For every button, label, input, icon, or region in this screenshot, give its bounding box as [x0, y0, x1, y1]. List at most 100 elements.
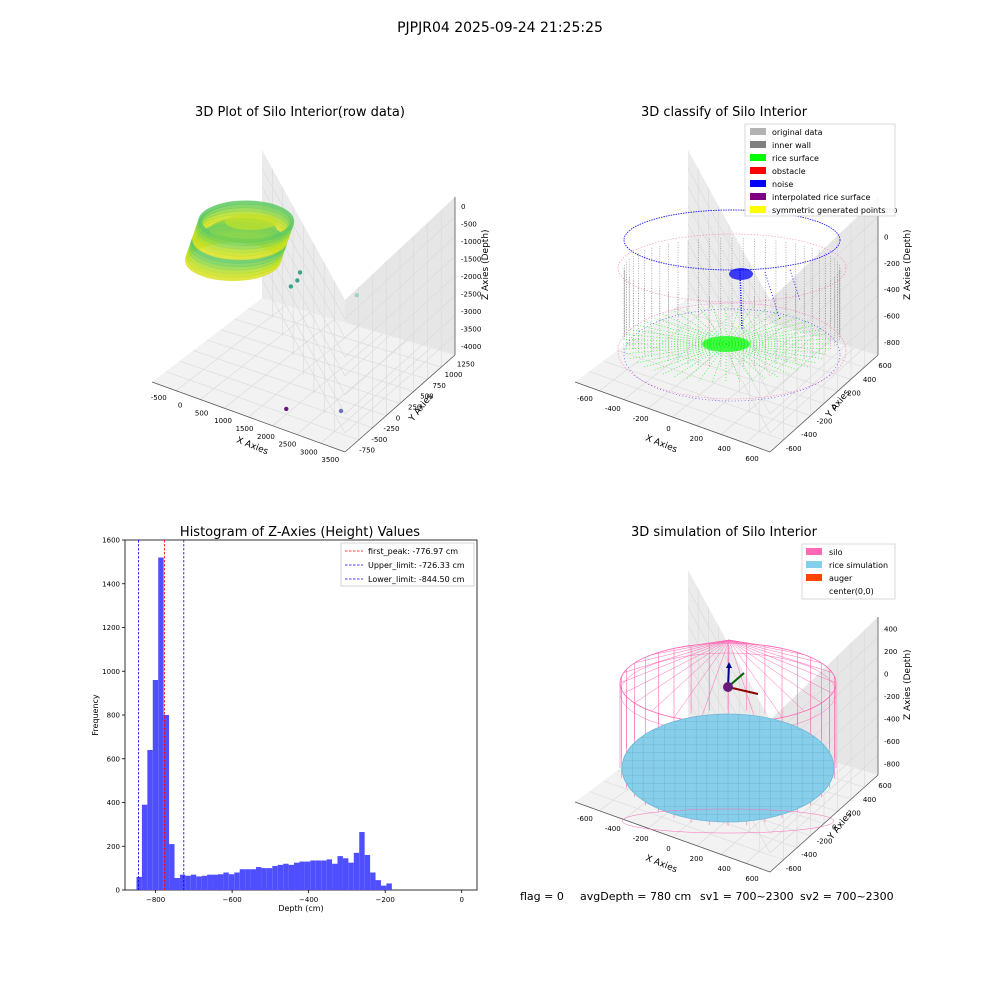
raw-grid [344, 256, 456, 358]
classify-grid [687, 186, 771, 339]
sim-ztick: -600 [884, 738, 900, 746]
sim-xtick: -400 [605, 825, 621, 833]
legend-swatch-original-data [750, 128, 766, 135]
sim-xtick: 0 [666, 845, 670, 853]
classify-rice-surface-ray [629, 343, 727, 359]
sim-silo-roof-spoke [728, 639, 783, 718]
histogram-bar [234, 872, 240, 890]
histogram-bar [239, 869, 246, 890]
sim-silo-roof-spoke [651, 639, 730, 712]
classify-rice-surface-ray [725, 343, 809, 368]
classify-xtick: 400 [718, 445, 731, 453]
sim-silo-bottom-ring [621, 808, 835, 834]
classify-ytick: -400 [801, 431, 817, 439]
sim-silo-roof-spoke [728, 639, 757, 722]
sim-silo-roof-spoke [727, 639, 730, 644]
classify-ytick: -200 [817, 417, 833, 425]
classify-noise-cluster [729, 268, 753, 280]
classify-ztick: -600 [884, 313, 900, 321]
panel-simulation-title: 3D simulation of Silo Interior [631, 525, 818, 540]
classify-rice-surface-ray [725, 343, 830, 350]
legend-histogram: first_peak: -776.97 cm Upper_limit: -726… [340, 542, 475, 587]
raw-ztick: -1500 [461, 255, 481, 263]
classify-rice-surface-ray [725, 333, 827, 345]
legend-swatch-auger [806, 574, 822, 581]
classify-ztick: 0 [884, 234, 888, 242]
sim-grid [745, 767, 855, 864]
sim-ztick: -800 [884, 761, 900, 769]
footer-flag: flag = 0 [520, 890, 564, 903]
classify-rice-surface-ray [652, 316, 727, 345]
sim-silo-roof-spoke [728, 639, 833, 673]
sim-silo-roof-spoke [728, 639, 783, 649]
raw-xtick: 3000 [300, 448, 318, 456]
classify-grid [687, 205, 771, 358]
raw-yaxis-line [344, 354, 456, 453]
raw-outlier-point [284, 406, 289, 412]
classify-xtick: 600 [745, 455, 758, 463]
classify-rice-surface-ray [725, 338, 830, 345]
raw-grid [296, 340, 407, 435]
sim-ytick: 400 [863, 796, 876, 804]
panel-raw-zlabel: Z Axies (Depth) [481, 229, 491, 300]
raw-grid [248, 308, 442, 368]
histogram-ytick-label: 0 [116, 887, 120, 895]
histogram-bar [326, 859, 333, 890]
classify-rice-surface-ray [725, 343, 823, 359]
sim-ytick: -200 [817, 837, 833, 845]
legend-label-center: center(0,0) [829, 587, 874, 596]
panel-classify-zlabel: Z Axies (Depth) [903, 229, 913, 300]
histogram-bar [250, 869, 257, 890]
classify-noise-bottom [623, 308, 841, 402]
legend-label-obstacle: obstacle [772, 167, 806, 176]
sim-ztick: -200 [884, 693, 900, 701]
raw-xtick: 3500 [321, 456, 339, 464]
raw-ytick: 0 [396, 414, 400, 422]
histogram-bar [337, 856, 343, 890]
histogram-bar [364, 855, 371, 890]
histogram-bar [201, 875, 208, 890]
classify-rice-surface-ray [625, 343, 727, 355]
classify-rice-surface-ray [622, 338, 727, 345]
classify-rice-surface-ray [643, 320, 727, 345]
legend-label-original-data: original data [772, 128, 823, 137]
footer-status: flag = 0 avgDepth = 780 cm sv1 = 700~230… [520, 890, 894, 903]
histogram-bar [256, 867, 262, 890]
classify-ztick: -200 [884, 260, 900, 268]
sim-ztick: 200 [884, 648, 897, 656]
sim-xtick: 400 [718, 865, 731, 873]
histogram-ytick-label: 1400 [102, 580, 120, 588]
sim-grid [769, 636, 879, 740]
histogram-bar [223, 872, 229, 890]
histogram-bar [359, 832, 365, 890]
raw-xtick: 2000 [257, 433, 275, 441]
panel-classify-title: 3D classify of Silo Interior [641, 105, 808, 120]
histogram-bar [152, 680, 159, 890]
histogram-bar [294, 862, 300, 890]
sim-ytick: 0 [832, 824, 836, 832]
raw-outlier-point [338, 408, 344, 414]
sim-ytick: -600 [786, 865, 802, 873]
sim-center-marker [723, 682, 733, 692]
raw-outlier-point [288, 284, 294, 289]
histogram-bar [380, 885, 387, 890]
sim-ztick: 400 [884, 625, 897, 633]
raw-grid [344, 216, 456, 320]
classify-xtick: -600 [577, 395, 593, 403]
classify-grid [631, 339, 825, 404]
histogram-bar [315, 860, 322, 890]
classify-rice-surface-ray [625, 333, 727, 345]
classify-rice-surface-ray [652, 343, 727, 372]
classify-rice-surface-ray [629, 329, 727, 345]
classify-noise-rim [623, 209, 841, 271]
histogram-bar [386, 883, 392, 890]
histogram-bar [169, 844, 175, 890]
sim-ytick: -400 [801, 851, 817, 859]
classify-xtick: -200 [633, 415, 649, 423]
histogram-bar [375, 880, 381, 890]
histogram-bar [212, 874, 218, 890]
raw-xtick: 500 [195, 409, 208, 417]
classify-xtick: 0 [666, 425, 670, 433]
histogram-bar [185, 875, 191, 890]
